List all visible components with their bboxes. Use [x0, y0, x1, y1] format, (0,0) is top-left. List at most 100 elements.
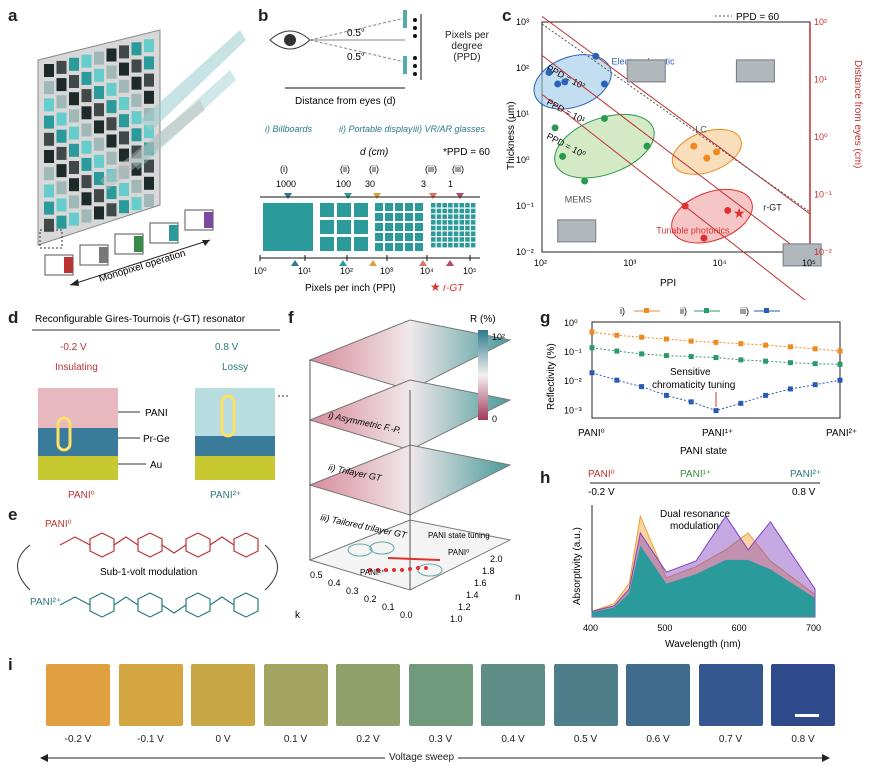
pixel-square [459, 225, 464, 231]
ppd-note: *PPD = 60 [443, 147, 490, 158]
pixel-cell [119, 200, 129, 214]
panel-letter-c: c [502, 6, 512, 25]
star-icon: ★ [430, 280, 441, 294]
g-annotation-2: chromaticity tuning [652, 380, 735, 391]
h-base-area [592, 545, 815, 617]
pixel-cell [144, 142, 154, 156]
pixel-square [395, 223, 403, 231]
pixel-cell [69, 161, 79, 174]
pixel-square [436, 220, 442, 225]
pixel-cell [131, 179, 142, 193]
roman-2: (ii) [369, 164, 379, 174]
voltage-chip-label: 0.7 V [718, 734, 743, 745]
pixel-square [405, 213, 413, 221]
pixel-cell [56, 198, 67, 212]
h-x-tick-1: 500 [657, 623, 672, 633]
pixel-square [470, 231, 476, 236]
g-point-2 [589, 370, 595, 376]
panel-g-chart: i) ii) iii) 10⁰ 10⁻¹ 10⁻² 10⁻³ PANI⁰ PANI¹⁺ PANI²… [546, 306, 857, 457]
d-value-0: 1000 [276, 179, 296, 189]
pixel-square [337, 220, 351, 234]
pixel-square [431, 208, 436, 214]
pixel-cell [131, 145, 142, 159]
pixel-square [465, 225, 470, 231]
g-y-tick-2: 10⁻² [564, 376, 582, 386]
pixel-square [465, 231, 470, 236]
pixel-cell [81, 123, 92, 137]
pixel-cell [131, 93, 142, 107]
c-ylabel: Thickness (μm) [506, 101, 517, 170]
pixel-cell [106, 65, 117, 79]
pixel-cell [94, 154, 104, 168]
pixel-cell [131, 59, 142, 73]
angle-label-1: 0.5° [347, 28, 365, 39]
pixel-square [470, 220, 476, 225]
voltage-chip [698, 664, 763, 726]
pixel-square [405, 243, 413, 251]
pixel-grid [44, 39, 154, 232]
d-value-3: 3 [421, 179, 426, 189]
point-lc [713, 148, 721, 156]
voltage-chip [336, 664, 400, 726]
pixel-square [459, 231, 464, 236]
pixel-cell [44, 115, 54, 129]
pixel-square [431, 225, 436, 231]
pixel-cell [106, 82, 117, 96]
pixel-cell [44, 184, 54, 198]
pixel-square [385, 213, 393, 221]
pixel-square [448, 208, 453, 214]
voltage-chip-label: 0 V [215, 734, 231, 745]
ppi-tick-4: 10⁴ [420, 266, 434, 276]
g-annotation: Sensitive [670, 367, 711, 378]
g-plot-frame [591, 321, 841, 419]
legend-text: PPD = 60 [736, 12, 780, 23]
pixel-cell [131, 111, 142, 125]
pixel-square [459, 208, 464, 214]
pixel-cell [106, 48, 117, 62]
region-label-1: LC [695, 124, 707, 134]
g-legend-label-0: i) [620, 306, 625, 316]
left-voltage: -0.2 V [60, 342, 87, 353]
voltage-chip-label: 0.2 V [356, 734, 380, 745]
pixel-square [436, 231, 442, 236]
c-y-tick-4: 10² [516, 63, 529, 73]
surface-i [308, 319, 512, 391]
modulation-label: Sub-1-volt modulation [100, 567, 197, 578]
pixel-cell [106, 134, 117, 148]
d-marker-1 [344, 193, 352, 199]
pixel-cell [81, 140, 92, 154]
pixel-square [415, 233, 423, 241]
cycle-arrow-right [264, 544, 278, 591]
pixel-cell [44, 167, 54, 181]
pixel-square [431, 242, 436, 248]
voltage-chip-label: 0.6 V [646, 734, 670, 745]
pixel-cell [144, 125, 154, 139]
d-marker-3 [429, 193, 437, 199]
point-mems [581, 177, 589, 185]
pixel-square [453, 237, 459, 242]
voltage-chip [626, 664, 690, 726]
d-marker-4 [456, 193, 464, 199]
cycle-arrow-left [17, 544, 31, 591]
pixel-cell [144, 159, 154, 173]
pixel-square [375, 203, 383, 211]
pixel-square [395, 203, 403, 211]
left-resonance-icon [56, 416, 72, 452]
panel-a-illustration: Monopixel operation [37, 29, 246, 286]
panel-letter-i: i [8, 655, 13, 674]
pixel-square [453, 225, 459, 231]
block-medium [375, 203, 423, 251]
g-point-1 [837, 361, 843, 367]
g-point-2 [837, 377, 843, 383]
g-point-0 [812, 346, 818, 352]
pani-b-label: PANI²⁺ [360, 568, 385, 577]
voltage-chip-label: -0.1 V [137, 734, 164, 745]
layer-au: Au [150, 460, 162, 471]
light-beam-1 [140, 30, 246, 132]
roman-3: (iii) [425, 164, 437, 174]
pixel-square [459, 220, 464, 225]
region-label-2: MEMS [565, 194, 592, 204]
pixel-square [465, 208, 470, 214]
pixel-square [337, 237, 351, 251]
c-y2-tick-3: 10¹ [814, 75, 827, 85]
